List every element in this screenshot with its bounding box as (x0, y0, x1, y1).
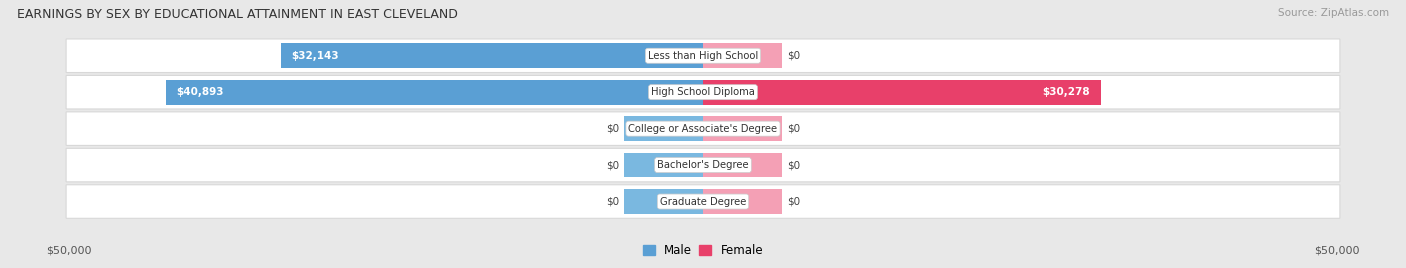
FancyBboxPatch shape (66, 112, 1340, 146)
Bar (624, 116, 703, 141)
Text: Source: ZipAtlas.com: Source: ZipAtlas.com (1278, 8, 1389, 18)
Text: $0: $0 (606, 160, 619, 170)
Text: Bachelor's Degree: Bachelor's Degree (657, 160, 749, 170)
Text: College or Associate's Degree: College or Associate's Degree (628, 124, 778, 134)
Bar (624, 189, 703, 214)
Bar (624, 153, 703, 177)
Bar (703, 116, 782, 141)
FancyBboxPatch shape (66, 39, 1340, 73)
Bar (281, 43, 703, 68)
Text: $0: $0 (787, 160, 800, 170)
Text: $0: $0 (606, 196, 619, 207)
FancyBboxPatch shape (66, 148, 1340, 182)
Text: $50,000: $50,000 (1315, 245, 1360, 256)
Text: EARNINGS BY SEX BY EDUCATIONAL ATTAINMENT IN EAST CLEVELAND: EARNINGS BY SEX BY EDUCATIONAL ATTAINMEN… (17, 8, 458, 21)
Text: $0: $0 (606, 124, 619, 134)
Text: $0: $0 (787, 124, 800, 134)
Text: $0: $0 (787, 51, 800, 61)
Bar (703, 43, 782, 68)
Text: $32,143: $32,143 (291, 51, 339, 61)
Text: $40,893: $40,893 (177, 87, 224, 97)
Text: $30,278: $30,278 (1042, 87, 1090, 97)
Text: $0: $0 (787, 196, 800, 207)
Bar (166, 80, 703, 105)
Bar (703, 80, 1101, 105)
FancyBboxPatch shape (66, 75, 1340, 109)
Legend: Male, Female: Male, Female (638, 240, 768, 262)
Text: High School Diploma: High School Diploma (651, 87, 755, 97)
FancyBboxPatch shape (66, 185, 1340, 218)
Text: Graduate Degree: Graduate Degree (659, 196, 747, 207)
Bar (703, 189, 782, 214)
Bar (703, 153, 782, 177)
Text: $50,000: $50,000 (46, 245, 91, 256)
Text: Less than High School: Less than High School (648, 51, 758, 61)
